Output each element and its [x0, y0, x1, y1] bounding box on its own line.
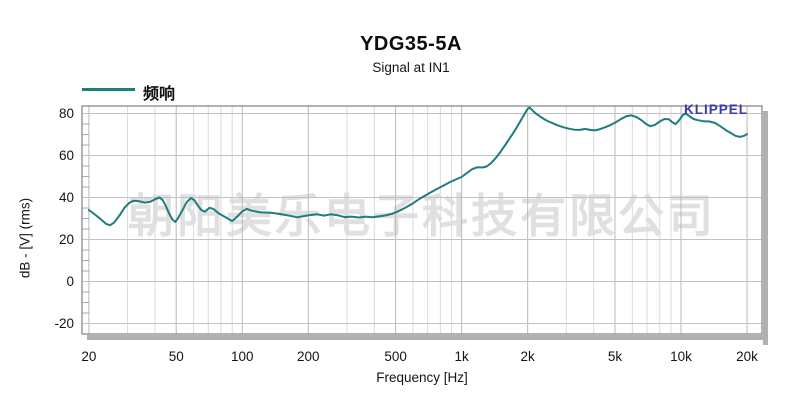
plot-frame: [81, 105, 763, 335]
response-curve: [87, 106, 748, 227]
x-tick-label-10k: 10k: [670, 349, 692, 364]
y-tick-label-80: 80: [58, 106, 74, 122]
x-tick-label-2k: 2k: [520, 349, 535, 364]
x-tick-label-100: 100: [230, 349, 254, 364]
frame-shadow-right: [763, 111, 768, 345]
x-tick-label-1k: 1k: [454, 349, 469, 364]
x-tick-label-50: 50: [168, 349, 184, 364]
chart-title: YDG35-5A: [360, 33, 462, 55]
x-axis-title: Frequency [Hz]: [376, 370, 468, 385]
frame-shadow-bottom: [87, 335, 768, 340]
legend-line-swatch: [82, 88, 135, 91]
x-tick-label-5k: 5k: [607, 349, 623, 364]
klippel-logo: KLIPPEL: [683, 102, 748, 117]
legend-label: 频响: [143, 86, 176, 103]
y-tick-label-0: 0: [66, 274, 74, 289]
x-tick-label-20: 20: [81, 349, 97, 364]
company-watermark: 朝阳美乐电子科技有限公司: [128, 190, 716, 242]
x-tick-label-20k: 20k: [736, 349, 758, 364]
x-tick-label-500: 500: [384, 349, 407, 364]
chart-subtitle: Signal at IN1: [372, 60, 450, 75]
y-tick-label-40: 40: [58, 190, 74, 206]
y-tick-label-60: 60: [58, 148, 74, 164]
y-tick-label-20: 20: [58, 232, 74, 248]
x-tick-label-200: 200: [297, 349, 320, 364]
y-tick-label--20: -20: [54, 316, 74, 331]
